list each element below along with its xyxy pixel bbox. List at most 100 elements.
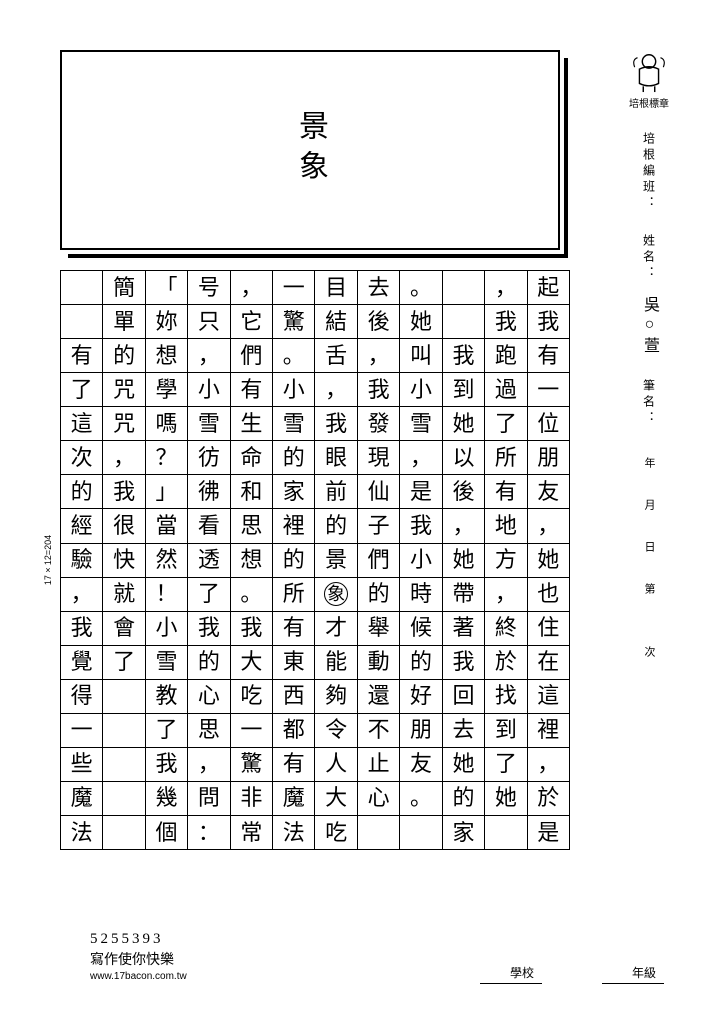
grid-cell: [443, 271, 484, 305]
grid-cell: 只: [188, 305, 229, 339]
grid-cell: 她: [528, 544, 569, 578]
grid-cell: 有: [485, 475, 526, 509]
grid-cell: 次: [61, 441, 102, 475]
grid-cell: 前: [315, 475, 356, 509]
logo-label: 培根標章: [629, 95, 669, 110]
grid-cell: 小: [400, 544, 441, 578]
manuscript-grid: 起我有一位朋友，她也住在這裡，於是，我跑過了所有地方，終於找到了她 我到她以後，…: [60, 270, 570, 850]
grid-cell: 」: [146, 475, 187, 509]
grid-cell: 地: [485, 509, 526, 543]
grid-cell: 能: [315, 646, 356, 680]
grid-cell: 目: [315, 271, 356, 305]
grid-cell: 回: [443, 680, 484, 714]
grid-column: 起我有一位朋友，她也住在這裡，於是: [527, 271, 569, 849]
grid-cell: 裡: [273, 509, 314, 543]
grid-cell: 一: [231, 714, 272, 748]
grid-cell: 。: [400, 782, 441, 816]
grid-cell: 她: [443, 407, 484, 441]
grid-cell: 的: [103, 339, 144, 373]
grid-cell: 發: [358, 407, 399, 441]
grid-cell: 仙: [358, 475, 399, 509]
grid-cell: 很: [103, 509, 144, 543]
grid-cell: 夠: [315, 680, 356, 714]
grid-cell: 我: [231, 612, 272, 646]
grid-cell: 友: [400, 748, 441, 782]
grid-cell: 「: [146, 271, 187, 305]
grid-cell: 驚: [231, 748, 272, 782]
grid-cell: 她: [443, 544, 484, 578]
website-url: www.17bacon.com.tw: [90, 970, 187, 984]
grid-cell: 找: [485, 680, 526, 714]
grid-cell: 的: [443, 782, 484, 816]
grid-cell: 我: [358, 373, 399, 407]
grid-cell: 。: [400, 271, 441, 305]
grid-column: 有了這次的經驗，我覺得一些魔法: [61, 271, 102, 849]
grid-cell: 問: [188, 782, 229, 816]
grid-cell: 位: [528, 407, 569, 441]
grid-cell: 動: [358, 646, 399, 680]
grid-cell: 妳: [146, 305, 187, 339]
grid-cell: 後: [358, 305, 399, 339]
grid-cell: 咒: [103, 407, 144, 441]
grid-cell: 的: [61, 475, 102, 509]
grid-cell: 會: [103, 612, 144, 646]
grid-cell: 當: [146, 509, 187, 543]
name-label: 姓名：: [641, 234, 658, 282]
essay-title: 景象: [288, 110, 332, 190]
grid-cell: 我: [315, 407, 356, 441]
grid-cell: 方: [485, 544, 526, 578]
grid-cell: 号: [188, 271, 229, 305]
grid-cell: 生: [231, 407, 272, 441]
student-name: 吳○萱: [637, 296, 661, 357]
grid-cell: 現: [358, 441, 399, 475]
grid-cell: 就: [103, 578, 144, 612]
grid-cell: [103, 714, 144, 748]
grid-cell: 了: [146, 714, 187, 748]
title-box: 景象: [60, 50, 560, 250]
grid-cell: 所: [485, 441, 526, 475]
grid-cell: 有: [273, 612, 314, 646]
grid-cell: [61, 305, 102, 339]
grid-cell: 小: [146, 612, 187, 646]
grid-cell: 驗: [61, 544, 102, 578]
grid-cell: 於: [485, 646, 526, 680]
grid-cell: 小: [273, 373, 314, 407]
grid-cell: 得: [61, 680, 102, 714]
grid-cell: 朋: [528, 441, 569, 475]
serial-number: 5255393: [90, 929, 187, 950]
grid-cell: 常: [231, 816, 272, 849]
grid-cell: 的: [273, 544, 314, 578]
grid-cell: 終: [485, 612, 526, 646]
grid-cell: 透: [188, 544, 229, 578]
grid-cell: ？: [146, 441, 187, 475]
grade-field: 年級: [602, 964, 664, 984]
date-label: 年 月 日 第 次: [641, 457, 657, 667]
grid-cell: 家: [443, 816, 484, 849]
grid-cell: 大: [315, 782, 356, 816]
grid-cell: 去: [443, 714, 484, 748]
grid-cell: 這: [528, 680, 569, 714]
grid-cell: 是: [400, 475, 441, 509]
grid-cell: 快: [103, 544, 144, 578]
grid-cell: 有: [61, 339, 102, 373]
class-label: 培根編班：: [641, 132, 658, 212]
grid-cell: ：: [188, 816, 229, 849]
grid-cell: 才: [315, 612, 356, 646]
grid-cell: 也: [528, 578, 569, 612]
grid-cell: 我: [188, 612, 229, 646]
grid-cell: 令: [315, 714, 356, 748]
grid-cell: 我: [103, 475, 144, 509]
grid-column: 我到她以後，她帶著我回去她的家: [442, 271, 484, 849]
grid-cell: 經: [61, 509, 102, 543]
grid-cell: 一: [61, 714, 102, 748]
grid-cell: 簡: [103, 271, 144, 305]
grid-cell: ，: [315, 373, 356, 407]
grid-column: ，我跑過了所有地方，終於找到了她: [484, 271, 526, 849]
grid-cell: 象: [315, 578, 356, 612]
grid-cell: 。: [273, 339, 314, 373]
grid-cell: 單: [103, 305, 144, 339]
grid-cell: 了: [61, 373, 102, 407]
grid-cell: 一: [273, 271, 314, 305]
grid-cell: 們: [358, 544, 399, 578]
grid-cell: 她: [400, 305, 441, 339]
